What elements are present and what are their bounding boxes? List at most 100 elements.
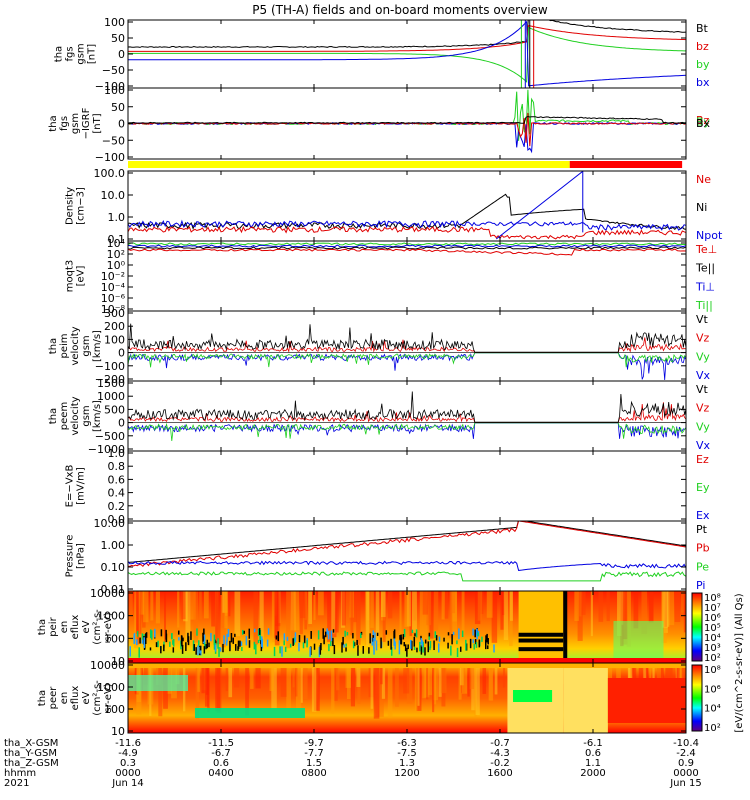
efield-panel-ytick: 1.0 — [108, 447, 126, 460]
svg-text:(cm²-s-: (cm²-s- — [92, 609, 103, 645]
temperature-panel-legend-1: Te|| — [695, 262, 715, 275]
temperature-panel-ytick: 10⁻⁸ — [101, 303, 126, 316]
peer-spectrogram-panel-ytick: 10000 — [90, 659, 125, 672]
svg-text:Density: Density — [65, 187, 76, 225]
peim-velocity-panel-legend-1: Vz — [696, 332, 710, 345]
temperature-panel-ylabel: moqt3 [eV] — [65, 260, 87, 293]
fgs-igrf-panel-ytick: −50 — [102, 134, 125, 147]
xaxis-tick-x: -11.6 — [115, 738, 141, 749]
pressure-panel-legend-1: Pb — [696, 542, 710, 555]
fgs-igrf-legend-1: By — [696, 116, 711, 129]
npot-rise — [495, 171, 584, 240]
peem-velocity-panel-legend-2: Vy — [696, 420, 710, 433]
dbz-series — [128, 112, 686, 147]
xaxis-tick-x: -6.1 — [583, 738, 603, 749]
peem-velocity-panel-frame — [127, 380, 687, 452]
xaxis-tick-time: 0800 — [301, 768, 326, 779]
efield-panel-ytick: 0.8 — [108, 460, 126, 473]
svg-text:E=−VxB: E=−VxB — [65, 465, 76, 508]
temperature-series-2 — [128, 246, 686, 250]
xaxis-tick-z: 0.6 — [213, 758, 229, 769]
pressure-panel-legend-3: Pi — [696, 579, 705, 592]
svg-text:[cm−3]: [cm−3] — [76, 187, 87, 225]
svg-text:[eV]: [eV] — [76, 266, 87, 287]
svg-text:tha: tha — [54, 46, 65, 62]
fgs-igrf-panel-ytick: 100 — [104, 84, 125, 97]
temperature-panel-ytick: 10⁻² — [101, 270, 125, 283]
colorbar-1-tick: 10⁶ — [704, 684, 721, 695]
svg-text:[km/s]: [km/s] — [92, 330, 103, 362]
temperature-panel-ytick: 10⁻⁶ — [101, 292, 126, 305]
temperature-series-3 — [128, 248, 686, 256]
peim-velocity-panel-ytick: −200 — [95, 373, 125, 386]
svg-text:tha: tha — [48, 115, 59, 131]
peim-velocity-panel-ytick: 100 — [104, 333, 125, 346]
dby-series — [128, 89, 686, 141]
svg-text:tha: tha — [48, 408, 59, 424]
svg-text:eV: eV — [81, 620, 92, 633]
pressure-panel-ytick: 0.10 — [101, 561, 126, 574]
xaxis-tick-z: 1.1 — [585, 758, 601, 769]
colorbar-0-tick: 10² — [704, 653, 721, 664]
efield-panel-ytick: 0.6 — [108, 473, 126, 486]
svg-text:gsm: gsm — [81, 405, 92, 426]
temperature-panel-ytick: 10⁰ — [107, 259, 126, 272]
peem-velocity-panel-ytick: 1500 — [97, 377, 125, 390]
efield-panel-ytick: 0.4 — [108, 487, 126, 500]
fgs-igrf-panel-ytick: −100 — [95, 151, 125, 164]
pressure-panel-legend-0: Pt — [696, 523, 708, 536]
xaxis-row-label: tha_Z-GSM — [4, 758, 59, 769]
temperature-panel-ytick: 10⁻⁴ — [101, 281, 126, 294]
svg-text:fgs: fgs — [65, 46, 76, 61]
temperature-series-1 — [128, 244, 686, 248]
xaxis-tick-y: -4.9 — [118, 748, 138, 759]
peim-velocity-panel-ytick: −100 — [95, 360, 125, 373]
fgs-igrf-panel-ylabel: tha fgs gsm −IGRF [nT] — [48, 107, 103, 139]
by-series — [128, 26, 686, 83]
xaxis-tick-y: -6.7 — [211, 748, 231, 759]
pressure-panel-ytick: 1.00 — [101, 539, 126, 552]
bz-series — [128, 25, 686, 52]
density-panel-legend-0: Ne — [696, 173, 711, 186]
bx-series — [128, 20, 686, 87]
colorbar-0-tick: 10⁷ — [704, 603, 721, 614]
svg-text:[km/s]: [km/s] — [92, 400, 103, 432]
xaxis-tick-y: -7.5 — [397, 748, 417, 759]
peem-velocity-panel-ylabel: tha peem velocity gsm [km/s] — [48, 396, 103, 435]
peer-spectrogram-panel-ytick: 100 — [104, 703, 125, 716]
colorbar-1-tick: 10² — [704, 723, 721, 734]
density-panel-ytick: 10.0 — [101, 189, 126, 202]
svg-text:peem: peem — [59, 402, 70, 430]
svg-text:gsm: gsm — [81, 335, 92, 356]
colorbar-1-tick: 10⁸ — [704, 665, 721, 676]
pressure-panel-frame — [127, 520, 687, 592]
xaxis-row-label: 2021 — [4, 778, 29, 789]
xaxis-tick-time: 1600 — [487, 768, 512, 779]
peim-velocity-panel-legend-0: Vt — [696, 313, 709, 326]
fgs-panel-ytick: 0 — [118, 48, 125, 61]
efield-panel-legend-0: Ez — [696, 453, 709, 466]
peim-velocity-panel-vt-series — [128, 323, 686, 353]
temperature-panel-legend-3: Ti|| — [695, 299, 713, 312]
xaxis-tick-z: 0.3 — [120, 758, 136, 769]
xaxis-tick-time: 0000 — [115, 768, 140, 779]
peir-spectrogram-panel-ytick: 1000 — [97, 610, 125, 623]
peem-velocity-panel-legend-0: Vt — [696, 383, 709, 396]
xaxis-tick-x: -0.7 — [490, 738, 510, 749]
pressure-panel-ytick: 10.00 — [94, 517, 126, 530]
density-panel-legend-1: Ni — [696, 201, 707, 214]
xaxis-tick-x: -9.7 — [304, 738, 324, 749]
svg-text:velocity: velocity — [70, 396, 81, 435]
fgs-panel-ylabel: tha fgs gsm [nT] — [54, 43, 98, 64]
fgs-igrf-legend-0: Bz — [696, 114, 710, 127]
svg-text:[nT]: [nT] — [87, 44, 98, 64]
efield-panel-ytick: 0.0 — [108, 513, 126, 526]
pb-series — [128, 521, 686, 568]
xaxis-tick-z: 0.9 — [678, 758, 694, 769]
xaxis-tick-y: -7.7 — [304, 748, 324, 759]
temperature-panel-frame — [127, 240, 687, 312]
svg-text:eflux: eflux — [70, 615, 81, 640]
mode-bar-segment-1 — [569, 161, 683, 168]
xaxis-tick-z: -0.2 — [490, 758, 510, 769]
